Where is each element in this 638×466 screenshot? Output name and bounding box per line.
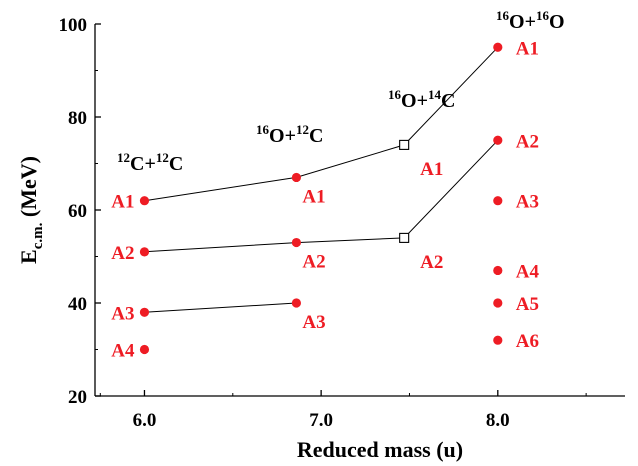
system-label: 16O+16O — [496, 8, 565, 33]
point-label: A1 — [302, 186, 325, 207]
nucleus-symbol: + — [285, 125, 296, 147]
data-point — [493, 135, 503, 145]
y-axis-title-unit: (MeV) — [16, 156, 41, 223]
nucleus-symbol: O — [401, 90, 417, 112]
x-axis-title: Reduced mass (u) — [297, 437, 463, 462]
mass-number: 16 — [496, 8, 510, 23]
line-a1 — [144, 46, 499, 202]
nucleus-symbol: C — [441, 90, 455, 112]
nucleus-symbol: + — [144, 153, 155, 175]
data-point-square — [399, 139, 410, 150]
connecting-lines — [144, 46, 499, 313]
mass-number: 12 — [156, 150, 169, 165]
x-tick-label: 7.0 — [309, 410, 333, 431]
nucleus-symbol: + — [525, 11, 536, 33]
data-point — [139, 247, 150, 257]
line-a2 — [144, 139, 499, 253]
x-tick-label: 6.0 — [133, 410, 157, 431]
data-point — [139, 344, 150, 355]
system-label: 12C+12C — [117, 150, 183, 175]
x-tick-label: 8.0 — [486, 410, 510, 431]
point-label: A1 — [516, 38, 539, 59]
nucleus-symbol: C — [169, 153, 183, 175]
data-point — [493, 265, 503, 276]
nucleus-symbol: O — [549, 11, 565, 33]
point-labels: A1 A2 A3 A4 A1 A2 A3 A1 A2 A1 A2 A3 A4 A5 A6 — [111, 38, 539, 361]
data-point-square — [399, 232, 410, 243]
point-label: A5 — [516, 294, 539, 315]
mass-number: 16 — [256, 122, 270, 137]
nucleus-symbol: + — [417, 90, 428, 112]
point-label: A1 — [420, 159, 443, 180]
y-axis-title: Ec.m. (MeV) — [16, 156, 46, 264]
y-tick-label: 100 — [59, 15, 88, 36]
nucleus-symbol: O — [509, 11, 525, 33]
data-point — [493, 196, 503, 206]
mass-number: 12 — [296, 122, 309, 137]
data-point — [493, 298, 503, 308]
data-points — [139, 42, 503, 355]
nucleus-symbol: C — [130, 153, 144, 175]
y-axis-title-main: E — [16, 249, 41, 264]
point-label: A2 — [302, 252, 325, 273]
point-label: A6 — [516, 331, 539, 352]
y-tick-label: 40 — [68, 294, 87, 315]
data-point — [493, 335, 503, 345]
point-label: A3 — [302, 312, 325, 333]
data-point — [291, 172, 301, 183]
mass-number: 14 — [428, 87, 442, 102]
y-tick-label: 60 — [68, 201, 87, 222]
data-point — [139, 307, 150, 317]
mass-number: 12 — [117, 150, 130, 165]
point-label: A3 — [111, 303, 134, 324]
nucleus-symbol: C — [309, 125, 323, 147]
system-label: 16O+14C — [388, 87, 455, 112]
y-axis-title-subscript: c.m. — [30, 222, 46, 249]
system-label: 16O+12C — [256, 122, 323, 147]
y-tick-label: 80 — [68, 108, 87, 129]
point-label: A2 — [516, 131, 539, 152]
nucleus-symbol: O — [269, 125, 285, 147]
point-label: A4 — [516, 261, 540, 282]
line-a3 — [144, 302, 297, 313]
data-point — [291, 237, 301, 248]
data-point — [139, 196, 150, 206]
point-label: A2 — [111, 243, 134, 264]
y-tick-label: 20 — [68, 387, 87, 408]
mass-number: 16 — [536, 8, 550, 23]
mass-number: 16 — [388, 87, 402, 102]
data-point — [291, 298, 301, 308]
axes: 20 40 60 80 100 6.0 7.0 8.0 — [59, 15, 625, 431]
point-label: A1 — [111, 192, 134, 213]
point-label: A2 — [420, 252, 443, 273]
data-point — [493, 42, 503, 52]
point-label: A4 — [111, 341, 135, 362]
point-label: A3 — [516, 192, 539, 213]
